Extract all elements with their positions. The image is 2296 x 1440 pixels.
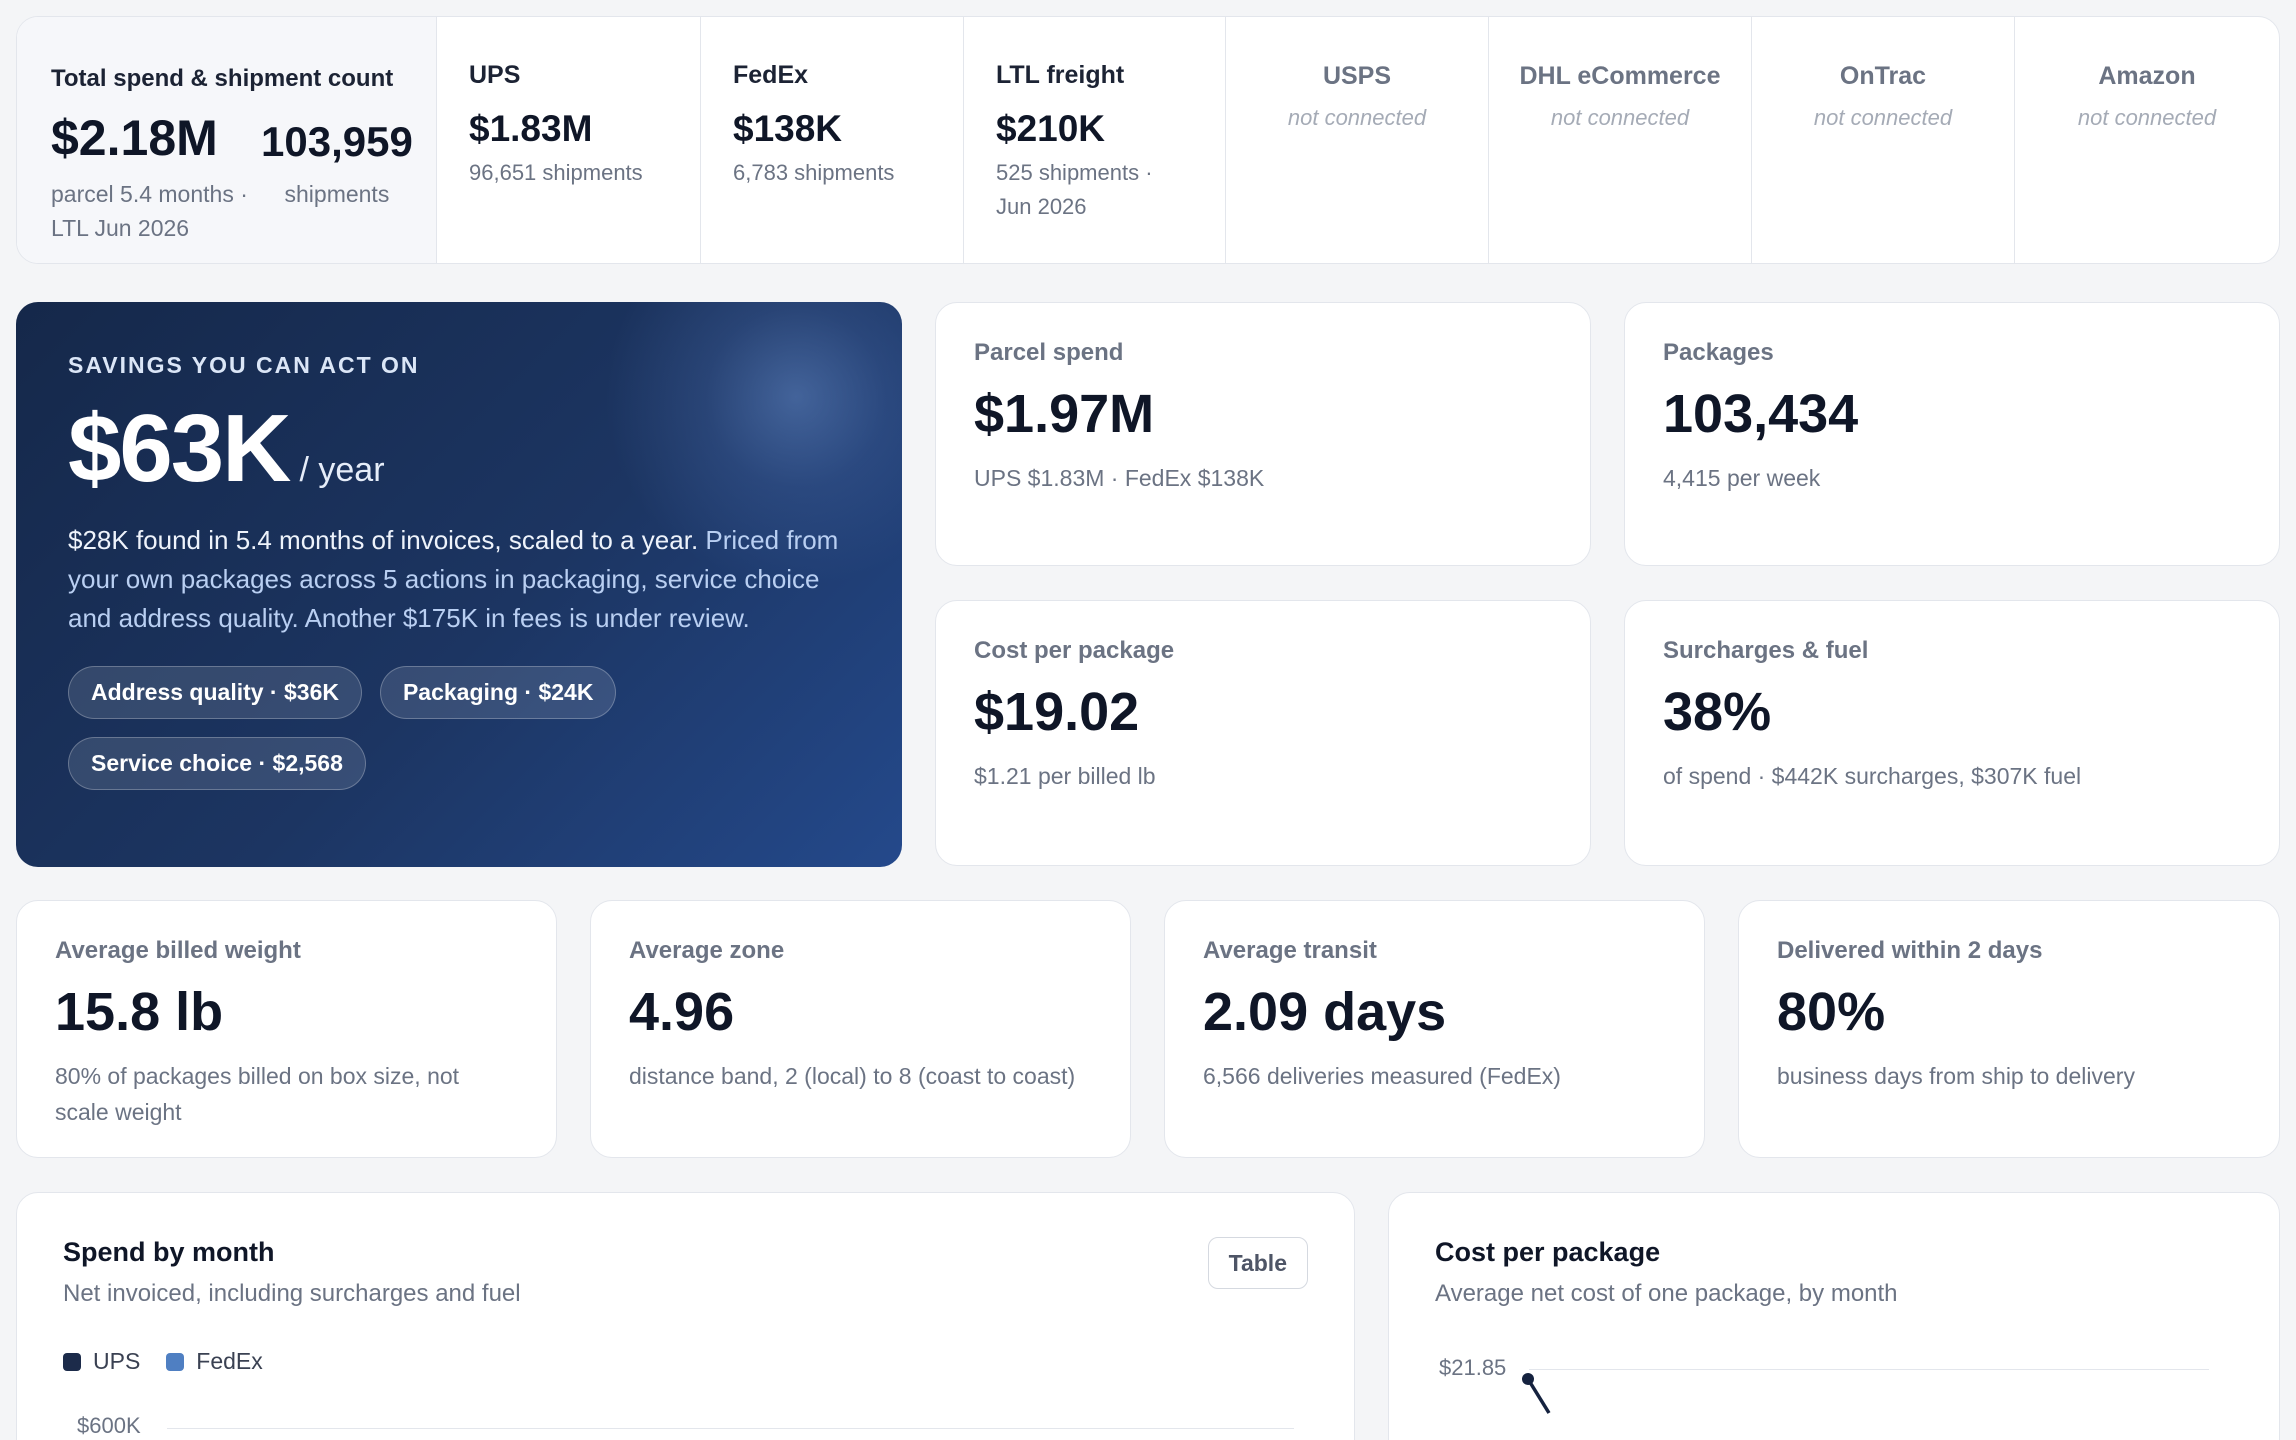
kpi-value: 4.96: [629, 982, 735, 1042]
carrier-name: USPS: [1322, 62, 1392, 90]
y-axis-tick-top: $600K: [77, 1413, 141, 1438]
cost-per-package-card: Cost per package Average net cost of one…: [1388, 1192, 2280, 1440]
chip-packaging[interactable]: Packaging · $24K: [379, 666, 617, 719]
carrier-status: not connected: [1550, 105, 1690, 130]
kpi-average-transit: Average transit 2.09 days 6,566 deliveri…: [1164, 900, 1705, 1158]
carrier-name: UPS: [469, 61, 521, 89]
chip-service-choice[interactable]: Service choice · $2,568: [68, 737, 366, 790]
chart-subtitle: Average net cost of one package, by mont…: [1435, 1280, 1898, 1307]
kpi-sub: distance band, 2 (local) to 8 (coast to …: [629, 1063, 1076, 1090]
carrier-ltl-freight[interactable]: LTL freight $210K 525 shipments · Jun 20…: [964, 17, 1226, 263]
chart-legend: UPS FedEx: [63, 1348, 1308, 1375]
savings-description-highlight: Priced from your own packages across 5 a…: [68, 525, 839, 633]
savings-hero-card: SAVINGS YOU CAN ACT ON $63K / year $28K …: [16, 302, 902, 867]
kpi-value: 38%: [1663, 682, 1772, 742]
kpi-label: Average transit: [1203, 937, 1377, 964]
kpi-label: Average zone: [629, 937, 785, 964]
kpi-label: Packages: [1663, 339, 1774, 366]
carrier-amazon[interactable]: Amazon not connected: [2015, 17, 2279, 263]
chart-title: Cost per package: [1435, 1237, 1661, 1267]
chip-address-quality[interactable]: Address quality · $36K: [68, 666, 362, 719]
kpi-label: Delivered within 2 days: [1777, 937, 2043, 964]
carrier-spend: $210K: [996, 108, 1106, 149]
y-axis-tick-top: $21.85: [1439, 1355, 1507, 1380]
carrier-usps[interactable]: USPS not connected: [1226, 17, 1489, 263]
legend-label: FedEx: [196, 1348, 263, 1374]
total-spend-note: parcel 5.4 months · LTL Jun 2026: [51, 181, 248, 241]
total-shipments-value: 103,959: [261, 118, 413, 165]
carrier-spend: $138K: [733, 108, 843, 149]
kpi-label: Surcharges & fuel: [1663, 637, 1869, 664]
carrier-name: DHL eCommerce: [1519, 62, 1721, 90]
carrier-shipments: 96,651 shipments: [469, 160, 643, 185]
chart-title: Spend by month: [63, 1237, 275, 1267]
kpi-average-zone: Average zone 4.96 distance band, 2 (loca…: [590, 900, 1131, 1158]
savings-period: / year: [299, 451, 385, 489]
cost-line-series: [1522, 1373, 1551, 1414]
carrier-name: LTL freight: [996, 61, 1125, 89]
kpi-value: 2.09 days: [1203, 982, 1447, 1042]
kpi-packages: Packages 103,434 4,415 per week: [1624, 302, 2280, 566]
legend-label: UPS: [93, 1348, 141, 1374]
total-spend-label: Total spend & shipment count: [51, 65, 394, 92]
carrier-summary-strip: Total spend & shipment count $2.18M parc…: [16, 16, 2280, 264]
kpi-sub: business days from ship to delivery: [1777, 1063, 2135, 1090]
kpi-surcharges-fuel: Surcharges & fuel 38% of spend · $442K s…: [1624, 600, 2280, 866]
spend-by-month-card: Spend by month Net invoiced, including s…: [16, 1192, 1355, 1440]
carrier-spend: $1.83M: [469, 108, 593, 149]
kpi-delivered-within-2-days: Delivered within 2 days 80% business day…: [1738, 900, 2280, 1158]
carrier-fedex[interactable]: FedEx $138K 6,783 shipments: [701, 17, 964, 263]
carrier-status: not connected: [1813, 105, 1953, 130]
kpi-sub: 6,566 deliveries measured (FedEx): [1203, 1063, 1561, 1090]
total-spend-panel: Total spend & shipment count $2.18M parc…: [17, 17, 437, 263]
kpi-label: Cost per package: [974, 637, 1175, 664]
kpi-value: 103,434: [1663, 384, 1859, 444]
total-shipments-label: shipments: [284, 181, 390, 207]
kpi-sub: 80% of packages billed on box size, not …: [55, 1063, 460, 1126]
kpi-parcel-spend: Parcel spend $1.97M UPS $1.83M · FedEx $…: [935, 302, 1591, 566]
kpi-average-billed-weight: Average billed weight 15.8 lb 80% of pac…: [16, 900, 557, 1158]
kpi-label: Average billed weight: [55, 937, 301, 964]
savings-description-text: $28K found in 5.4 months of invoices, sc…: [68, 525, 699, 555]
kpi-sub: of spend · $442K surcharges, $307K fuel: [1663, 763, 2082, 790]
series-line: [1526, 1378, 1551, 1414]
gridline: [1529, 1369, 2209, 1370]
carrier-shipments: 6,783 shipments: [733, 160, 895, 185]
savings-chips: Address quality · $36K Packaging · $24K …: [68, 666, 768, 790]
legend-item-fedex[interactable]: FedEx: [166, 1348, 263, 1375]
carrier-ups[interactable]: UPS $1.83M 96,651 shipments: [437, 17, 701, 263]
kpi-value: 80%: [1777, 982, 1886, 1042]
table-toggle-button[interactable]: Table: [1207, 1237, 1308, 1289]
gridline: [167, 1428, 1294, 1429]
carrier-shipments: 525 shipments · Jun 2026: [996, 160, 1153, 219]
chart-subtitle: Net invoiced, including surcharges and f…: [63, 1280, 521, 1307]
kpi-label: Parcel spend: [974, 339, 1124, 366]
kpi-cost-per-package: Cost per package $19.02 $1.21 per billed…: [935, 600, 1591, 866]
total-spend-value: $2.18M: [51, 110, 218, 166]
legend-swatch: [166, 1352, 185, 1371]
carrier-status: not connected: [2077, 105, 2217, 130]
savings-description: $28K found in 5.4 months of invoices, sc…: [68, 521, 858, 638]
savings-amount: $63K: [68, 395, 291, 502]
carrier-status: not connected: [1287, 105, 1427, 130]
carrier-name: FedEx: [733, 61, 809, 89]
legend-swatch: [63, 1352, 81, 1371]
kpi-value: $1.97M: [974, 384, 1155, 444]
kpi-sub: 4,415 per week: [1663, 465, 1821, 492]
kpi-sub: $1.21 per billed lb: [974, 763, 1156, 790]
savings-eyebrow: SAVINGS YOU CAN ACT ON: [68, 352, 420, 378]
legend-item-ups[interactable]: UPS: [63, 1348, 140, 1375]
kpi-value: $19.02: [974, 682, 1140, 742]
carrier-ontrac[interactable]: OnTrac not connected: [1752, 17, 2015, 263]
carrier-dhl-ecommerce[interactable]: DHL eCommerce not connected: [1489, 17, 1752, 263]
carrier-name: OnTrac: [1839, 62, 1927, 90]
kpi-sub: UPS $1.83M · FedEx $138K: [974, 465, 1265, 492]
kpi-value: 15.8 lb: [55, 982, 224, 1042]
carrier-name: Amazon: [2098, 62, 2196, 90]
